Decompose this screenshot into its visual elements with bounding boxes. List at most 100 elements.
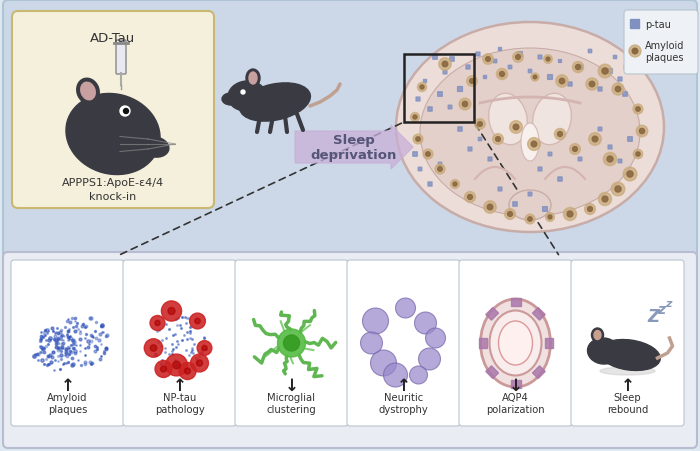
- Circle shape: [173, 361, 181, 369]
- FancyBboxPatch shape: [528, 193, 532, 197]
- FancyBboxPatch shape: [578, 158, 582, 161]
- FancyBboxPatch shape: [459, 260, 572, 426]
- FancyBboxPatch shape: [484, 76, 486, 79]
- Circle shape: [636, 107, 640, 112]
- FancyBboxPatch shape: [466, 66, 470, 70]
- FancyBboxPatch shape: [443, 71, 447, 75]
- Polygon shape: [486, 308, 498, 321]
- Ellipse shape: [396, 23, 664, 232]
- Text: Sleep
deprivation: Sleep deprivation: [311, 133, 397, 161]
- Circle shape: [168, 308, 175, 315]
- Ellipse shape: [489, 311, 542, 376]
- FancyBboxPatch shape: [498, 188, 502, 192]
- Polygon shape: [545, 338, 552, 348]
- Circle shape: [459, 99, 471, 110]
- FancyBboxPatch shape: [468, 148, 472, 152]
- Circle shape: [513, 53, 523, 63]
- Circle shape: [612, 84, 624, 96]
- Circle shape: [179, 363, 196, 380]
- Circle shape: [410, 113, 419, 122]
- Circle shape: [150, 316, 165, 331]
- FancyBboxPatch shape: [571, 260, 684, 426]
- Polygon shape: [510, 380, 521, 388]
- Text: p-tau: p-tau: [645, 20, 671, 30]
- Circle shape: [413, 116, 417, 120]
- Polygon shape: [533, 308, 545, 321]
- Circle shape: [465, 192, 475, 203]
- Circle shape: [516, 55, 520, 60]
- Circle shape: [487, 205, 493, 210]
- FancyBboxPatch shape: [542, 207, 547, 212]
- FancyBboxPatch shape: [12, 12, 214, 208]
- Circle shape: [556, 76, 568, 88]
- Circle shape: [416, 138, 420, 142]
- Text: AQP4
polarization: AQP4 polarization: [486, 392, 545, 414]
- FancyBboxPatch shape: [624, 11, 698, 75]
- Circle shape: [160, 366, 167, 372]
- FancyBboxPatch shape: [558, 178, 562, 182]
- Circle shape: [410, 366, 428, 384]
- FancyBboxPatch shape: [517, 52, 522, 57]
- Circle shape: [533, 76, 537, 80]
- Circle shape: [626, 66, 630, 70]
- Circle shape: [586, 79, 598, 91]
- Text: Microglial
clustering: Microglial clustering: [267, 392, 316, 414]
- Circle shape: [414, 312, 437, 334]
- FancyBboxPatch shape: [598, 88, 602, 92]
- Polygon shape: [510, 298, 521, 306]
- Circle shape: [634, 150, 643, 159]
- Circle shape: [360, 332, 382, 354]
- Circle shape: [531, 142, 537, 147]
- FancyBboxPatch shape: [424, 80, 426, 83]
- Circle shape: [426, 328, 445, 348]
- FancyBboxPatch shape: [598, 128, 602, 132]
- FancyBboxPatch shape: [623, 92, 627, 97]
- Text: Sleep
rebound: Sleep rebound: [607, 392, 648, 414]
- FancyBboxPatch shape: [559, 60, 561, 63]
- Circle shape: [633, 105, 643, 115]
- Circle shape: [190, 313, 205, 329]
- Circle shape: [624, 64, 632, 72]
- Circle shape: [598, 193, 612, 206]
- Text: ↑: ↑: [621, 376, 634, 394]
- Text: ↑: ↑: [397, 376, 410, 394]
- Text: z: z: [666, 299, 672, 308]
- FancyBboxPatch shape: [3, 253, 697, 448]
- Text: Neuritic
dystrophy: Neuritic dystrophy: [379, 392, 428, 414]
- FancyBboxPatch shape: [478, 138, 482, 141]
- Circle shape: [615, 87, 621, 92]
- Polygon shape: [486, 366, 498, 379]
- Circle shape: [573, 147, 577, 152]
- Polygon shape: [533, 366, 545, 379]
- FancyBboxPatch shape: [450, 58, 454, 62]
- Circle shape: [632, 49, 638, 55]
- Circle shape: [197, 341, 212, 355]
- Ellipse shape: [222, 94, 240, 106]
- FancyBboxPatch shape: [458, 87, 463, 92]
- Circle shape: [162, 301, 181, 322]
- Circle shape: [363, 308, 389, 334]
- Circle shape: [420, 86, 424, 90]
- Circle shape: [417, 83, 426, 92]
- Circle shape: [150, 345, 157, 351]
- FancyBboxPatch shape: [494, 60, 497, 64]
- Circle shape: [475, 120, 485, 130]
- Circle shape: [284, 335, 300, 351]
- Circle shape: [438, 167, 442, 172]
- Circle shape: [505, 209, 515, 220]
- FancyBboxPatch shape: [416, 98, 420, 102]
- FancyBboxPatch shape: [488, 158, 492, 161]
- Ellipse shape: [594, 331, 601, 340]
- Circle shape: [573, 62, 584, 74]
- FancyBboxPatch shape: [608, 146, 612, 150]
- FancyBboxPatch shape: [458, 128, 462, 132]
- FancyBboxPatch shape: [548, 153, 552, 156]
- Circle shape: [195, 318, 200, 324]
- FancyBboxPatch shape: [618, 160, 622, 163]
- Circle shape: [185, 368, 190, 374]
- Circle shape: [120, 107, 130, 117]
- Ellipse shape: [592, 328, 603, 342]
- FancyBboxPatch shape: [3, 1, 697, 258]
- FancyBboxPatch shape: [538, 168, 542, 171]
- Ellipse shape: [249, 73, 257, 85]
